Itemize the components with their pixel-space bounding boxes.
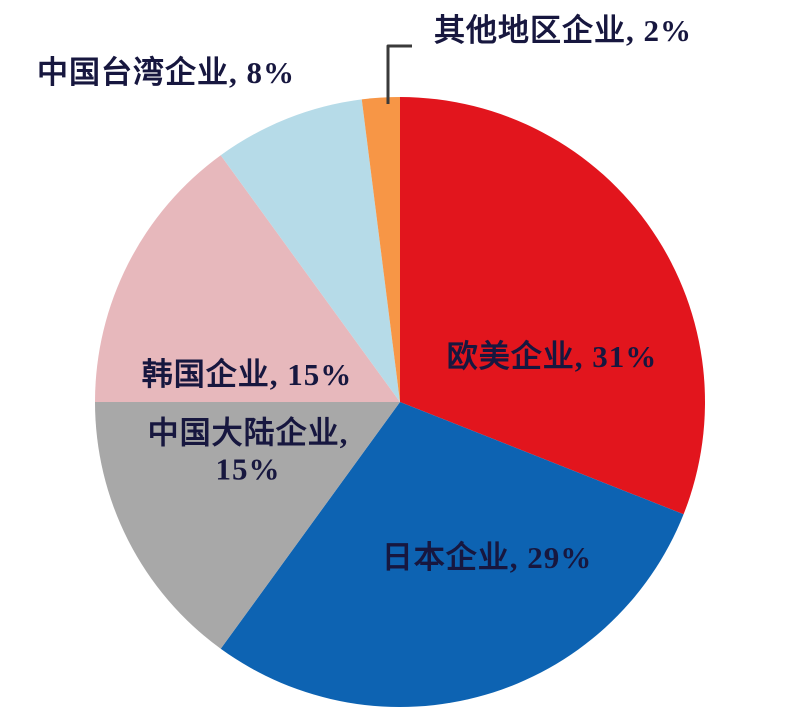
pie-slice-europe-us — [400, 97, 705, 515]
label-mainland-china: 中国大陆企业, 15% — [148, 415, 349, 486]
leader-line-other-regions — [386, 44, 412, 104]
label-europe-us: 欧美企业, 31% — [446, 339, 658, 375]
pie-slice-korea — [95, 155, 400, 402]
label-mainland-china-line1: 中国大陆企业, — [147, 415, 349, 451]
label-taiwan: 中国台湾企业, 8% — [37, 55, 295, 91]
label-mainland-china-line2: 15% — [215, 451, 281, 486]
label-japan: 日本企业, 29% — [381, 540, 593, 576]
pie-slice-taiwan — [220, 99, 400, 402]
pie-slice-japan — [220, 402, 684, 707]
label-korea: 韩国企业, 15% — [141, 357, 353, 393]
pie-slices — [94, 97, 705, 707]
pie-slice-mainland-china — [94, 402, 401, 649]
label-other-regions: 其他地区企业, 2% — [434, 13, 692, 49]
pie-slice-other-regions — [361, 97, 400, 402]
